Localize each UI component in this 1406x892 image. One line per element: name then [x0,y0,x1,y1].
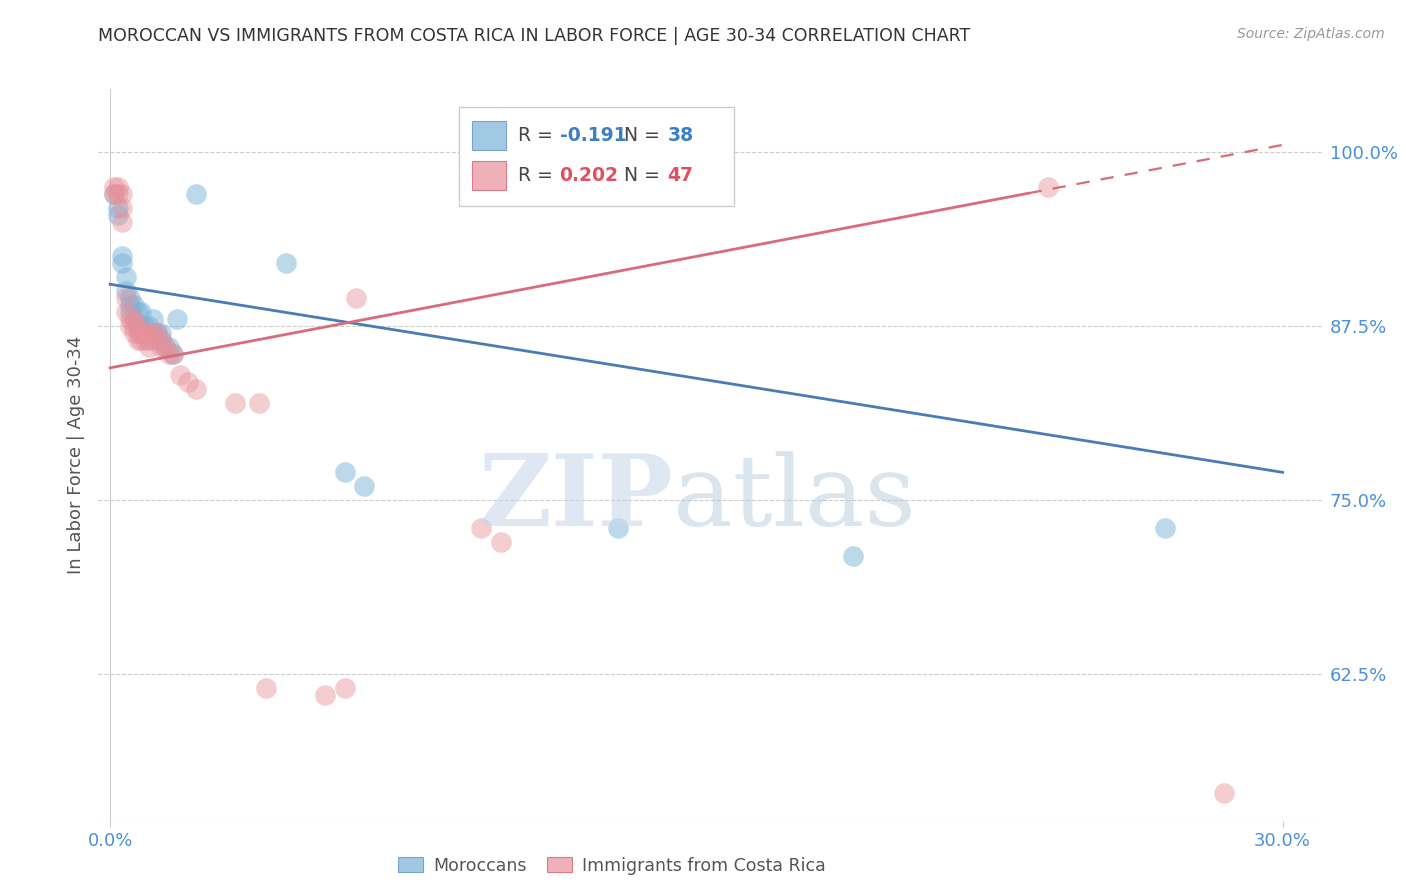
Point [111,186,134,201]
Point [138,326,160,340]
Point [131,326,153,340]
Text: 47: 47 [668,166,693,185]
Point [162,347,184,361]
Point [127,333,149,347]
Point [134,326,156,340]
Point [114,291,136,305]
Point [146,326,169,340]
Point [122,326,145,340]
Text: atlas: atlas [673,451,917,547]
Point [149,326,172,340]
Point [344,291,367,305]
Point [118,319,141,334]
Point [118,298,141,312]
Text: N =: N = [606,166,666,185]
Point [274,256,297,270]
Point [131,305,153,319]
Point [1036,179,1059,194]
Point [134,333,156,347]
Point [138,333,160,347]
Point [122,319,145,334]
Text: ZIP: ZIP [478,450,673,548]
Point [131,333,153,347]
Text: 38: 38 [668,126,693,145]
Point [314,688,336,702]
Point [157,347,180,361]
Point [138,340,160,354]
Point [118,291,141,305]
Point [247,395,270,409]
Text: N =: N = [606,126,666,145]
Text: R =: R = [517,166,558,185]
Point [184,186,207,201]
Point [166,312,188,326]
Point [1213,786,1236,800]
Point [127,305,149,319]
Point [114,284,136,298]
Point [134,326,156,340]
Point [107,179,129,194]
FancyBboxPatch shape [471,161,506,190]
Point [607,521,630,535]
Point [122,298,145,312]
Point [103,186,125,201]
Point [353,479,375,493]
Point [149,333,172,347]
Point [122,312,145,326]
Point [131,319,153,334]
Y-axis label: In Labor Force | Age 30-34: In Labor Force | Age 30-34 [66,335,84,574]
Point [114,270,136,285]
Legend: Moroccans, Immigrants from Costa Rica: Moroccans, Immigrants from Costa Rica [391,849,832,881]
Point [157,340,180,354]
Point [489,535,512,549]
Point [111,214,134,228]
Point [118,305,141,319]
Point [107,186,129,201]
FancyBboxPatch shape [471,120,506,150]
Point [470,521,492,535]
Text: Source: ZipAtlas.com: Source: ZipAtlas.com [1237,27,1385,41]
Point [177,375,200,389]
Point [153,340,176,354]
Point [122,312,145,326]
Point [127,326,149,340]
Point [142,333,165,347]
Point [111,256,134,270]
Point [142,312,165,326]
Point [153,340,176,354]
Point [169,368,191,382]
Point [111,249,134,263]
Point [142,326,165,340]
Point [841,549,863,563]
Point [224,395,246,409]
Point [184,382,207,396]
Point [127,319,149,334]
Point [149,340,172,354]
Point [107,208,129,222]
Point [131,326,153,340]
Point [111,201,134,215]
Text: MOROCCAN VS IMMIGRANTS FROM COSTA RICA IN LABOR FORCE | AGE 30-34 CORRELATION CH: MOROCCAN VS IMMIGRANTS FROM COSTA RICA I… [98,27,970,45]
Point [118,312,141,326]
Text: 0.202: 0.202 [560,166,619,185]
Point [333,466,356,480]
Point [256,681,278,696]
Point [127,319,149,334]
Text: -0.191: -0.191 [560,126,626,145]
Point [146,326,169,340]
Point [134,319,156,334]
Text: R =: R = [517,126,558,145]
Point [1154,521,1177,535]
Point [333,681,356,696]
Point [103,186,125,201]
Point [162,347,184,361]
Point [103,179,125,194]
Point [114,305,136,319]
Point [138,319,160,334]
FancyBboxPatch shape [460,108,734,206]
Point [142,326,165,340]
Point [149,333,172,347]
Point [107,201,129,215]
